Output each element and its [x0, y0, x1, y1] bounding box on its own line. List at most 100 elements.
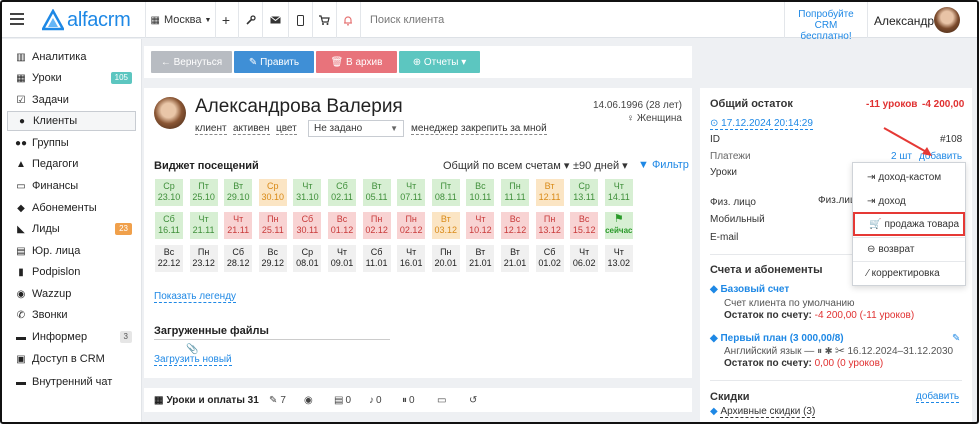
- sidebar-item-informer[interactable]: ▬ Информер 3: [7, 327, 136, 347]
- mobile-icon[interactable]: [289, 2, 311, 38]
- tab-music[interactable]: ♪ 0: [369, 388, 382, 412]
- attendance-cell[interactable]: Сб 11.01: [362, 245, 391, 272]
- attendance-cell[interactable]: Вт 12.11: [535, 179, 564, 206]
- client-avatar[interactable]: [154, 97, 186, 129]
- attendance-cell[interactable]: Чт 10.12: [466, 212, 495, 239]
- attendance-cell[interactable]: Сб 30.11: [293, 212, 322, 239]
- attendance-cell[interactable]: Вт 05.11: [362, 179, 391, 206]
- mail-icon[interactable]: [263, 2, 287, 38]
- avatar[interactable]: [934, 7, 960, 33]
- sidebar-item-subscriptions[interactable]: ◆ Абонементы: [7, 198, 136, 218]
- attendance-cell[interactable]: Пт 08.11: [431, 179, 460, 206]
- sidebar-item-analytics[interactable]: ▥ Аналитика: [7, 47, 136, 67]
- sidebar-item-chat[interactable]: ▬ Внутренний чат: [7, 372, 136, 392]
- attendance-cell[interactable]: Пн 02.12: [362, 212, 391, 239]
- add-icon[interactable]: +: [221, 12, 231, 28]
- attendance-cell[interactable]: Вт 03.12: [431, 212, 460, 239]
- add-discount-link[interactable]: добавить: [916, 391, 960, 403]
- upload-link[interactable]: Загрузить новый: [154, 354, 232, 366]
- menu-item-product-sale[interactable]: 🛒 продажа товара: [853, 212, 965, 236]
- cart-icon[interactable]: [313, 2, 335, 38]
- attendance-cell[interactable]: Вс 10.11: [466, 179, 495, 206]
- search-input[interactable]: Поиск клиента: [370, 14, 445, 26]
- tab-notes[interactable]: ✎ 7: [269, 388, 286, 412]
- attendance-cell[interactable]: Ср 13.11: [570, 179, 599, 206]
- attendance-cell[interactable]: Чт 21.11: [224, 212, 253, 239]
- tab-messages[interactable]: ◉: [304, 388, 313, 412]
- sidebar-item-finance[interactable]: ▭ Финансы: [7, 176, 136, 196]
- edit-button[interactable]: ✎ Править: [234, 51, 314, 73]
- attendance-cell[interactable]: Сб 28.12: [224, 245, 253, 272]
- attendance-cell[interactable]: Чт 13.02: [604, 245, 633, 272]
- city-select[interactable]: ▦ Москва ▼: [150, 2, 212, 38]
- sidebar-item-lessons[interactable]: ▦ Уроки 105: [7, 68, 136, 88]
- attendance-cell[interactable]: Пн 23.12: [189, 245, 218, 272]
- attendance-cell[interactable]: Чт 09.01: [328, 245, 356, 272]
- meta-color[interactable]: цвет: [276, 123, 297, 135]
- attendance-cell[interactable]: Вс 15.12: [570, 212, 599, 239]
- attendance-cell[interactable]: Чт 21.11: [189, 212, 218, 239]
- attendance-cell[interactable]: Сб 01.02: [535, 245, 564, 272]
- tab-lessons[interactable]: ▦ Уроки и оплаты 31: [154, 388, 259, 412]
- user-name[interactable]: Александра: [874, 14, 941, 28]
- logo[interactable]: alfacrm: [42, 8, 131, 32]
- back-button[interactable]: ← Вернуться: [151, 51, 232, 73]
- tab-money[interactable]: ▭: [437, 388, 446, 412]
- menu-item-income[interactable]: ⇥ доход: [853, 189, 965, 213]
- attendance-cell[interactable]: Вс 12.12: [501, 212, 529, 239]
- sidebar-item-leads[interactable]: ◣ Лиды 23: [7, 219, 136, 239]
- sidebar-item-groups[interactable]: ●● Группы: [7, 133, 136, 153]
- menu-item-refund[interactable]: ⊖ возврат: [853, 237, 965, 261]
- menu-icon[interactable]: [10, 13, 24, 25]
- attendance-cell[interactable]: Вс 22.12: [155, 245, 183, 272]
- sidebar-item-access[interactable]: ▣ Доступ в CRM: [7, 349, 136, 369]
- archive-discounts-link[interactable]: ◆ Архивные скидки (3): [710, 406, 816, 418]
- attendance-cell[interactable]: Чт 14.11: [604, 179, 633, 206]
- attendance-cell[interactable]: Вт 21.01: [466, 245, 495, 272]
- plan-account[interactable]: ◆ Первый план (3 000,00/8): [710, 333, 844, 344]
- pencil-icon[interactable]: ✎: [952, 333, 961, 344]
- sidebar-item-legal[interactable]: ▤ Юр. лица: [7, 241, 136, 261]
- now-cell[interactable]: ⚑ сейчас: [604, 212, 633, 239]
- sidebar-item-calls[interactable]: ✆ Звонки: [7, 305, 136, 325]
- assign-link[interactable]: закрепить за мной: [461, 123, 547, 135]
- attendance-cell[interactable]: Пн 02.12: [397, 212, 426, 239]
- attendance-cell[interactable]: Чт 06.02: [570, 245, 599, 272]
- wrench-icon[interactable]: [239, 2, 261, 38]
- menu-item-correction[interactable]: ⁄ корректировка: [853, 261, 965, 285]
- attendance-cell[interactable]: Пн 20.01: [431, 245, 460, 272]
- sidebar-item-tasks[interactable]: ☑ Задачи: [7, 90, 136, 110]
- attendance-cell[interactable]: Вс 29.12: [258, 245, 287, 272]
- attendance-cell[interactable]: Пн 11.11: [501, 179, 529, 206]
- tab-history[interactable]: ↺: [469, 388, 477, 412]
- attendance-cell[interactable]: Ср 23.10: [155, 179, 183, 206]
- manager-link[interactable]: менеджер: [411, 123, 458, 135]
- promo-link[interactable]: Попробуйте CRM бесплатно!: [788, 9, 864, 42]
- filter-link[interactable]: ▼ Фильтр: [638, 159, 689, 171]
- bell-icon[interactable]: [337, 2, 359, 38]
- attendance-cell[interactable]: Сб 16.11: [155, 212, 183, 239]
- accounts-filter[interactable]: Общий по всем счетам ▾: [443, 160, 570, 172]
- attendance-cell[interactable]: Чт 31.10: [293, 179, 322, 206]
- archive-button[interactable]: 🗑 В архив: [316, 51, 397, 73]
- days-filter[interactable]: ±90 дней ▾: [573, 160, 628, 172]
- attendance-cell[interactable]: Чт 07.11: [397, 179, 426, 206]
- sidebar-item-wazzup[interactable]: ◉ Wazzup: [7, 284, 136, 304]
- balance-date[interactable]: ⊙ 17.12.2024 20:14:29: [710, 118, 813, 130]
- meta-client[interactable]: клиент: [195, 123, 227, 135]
- attendance-cell[interactable]: Пт 25.10: [189, 179, 218, 206]
- color-select[interactable]: Не задано ▼: [308, 120, 404, 137]
- base-account[interactable]: ◆ Базовый счет: [710, 284, 789, 295]
- attendance-cell[interactable]: Пн 13.12: [535, 212, 564, 239]
- attendance-cell[interactable]: Вт 21.01: [501, 245, 529, 272]
- menu-item-income-custom[interactable]: ⇥ доход-кастом: [853, 165, 965, 189]
- tab-docs[interactable]: ▤ 0: [334, 388, 351, 412]
- sidebar-item-teachers[interactable]: ▲ Педагоги: [7, 154, 136, 174]
- attendance-cell[interactable]: Ср 08.01: [293, 245, 322, 272]
- attendance-cell[interactable]: Чт 16.01: [397, 245, 426, 272]
- meta-active[interactable]: активен: [233, 123, 270, 135]
- attendance-cell[interactable]: Вт 29.10: [224, 179, 253, 206]
- attendance-cell[interactable]: Вс 01.12: [328, 212, 356, 239]
- tab-pause[interactable]: ⏸ 0: [402, 388, 415, 412]
- attendance-cell[interactable]: Пн 25.11: [258, 212, 287, 239]
